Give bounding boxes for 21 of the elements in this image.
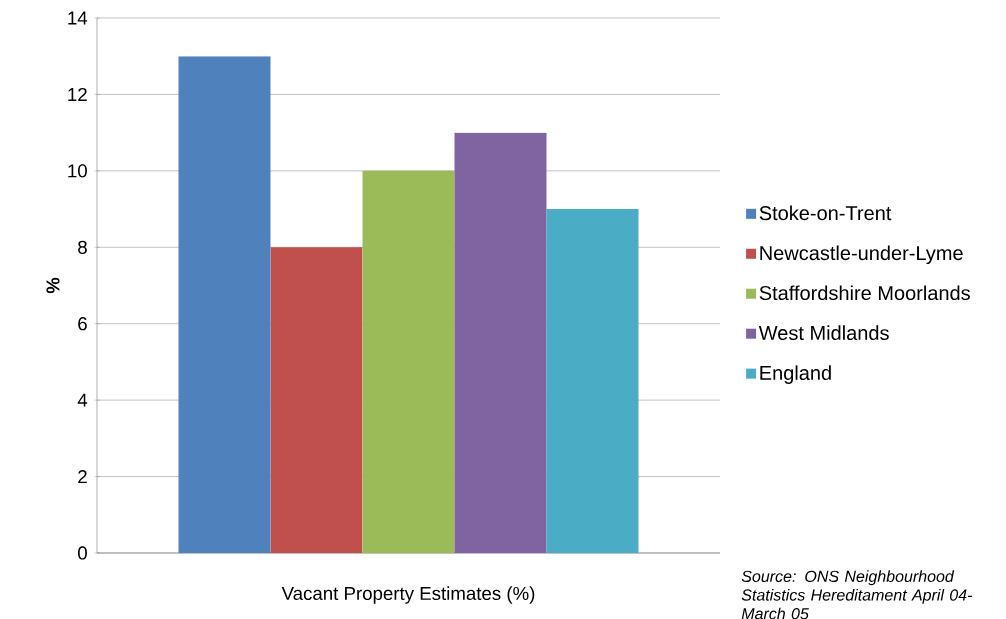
y-tick-label: 4 bbox=[77, 393, 88, 407]
legend-label: Staffordshire Moorlands bbox=[759, 285, 970, 300]
y-tick-label: 6 bbox=[78, 316, 87, 331]
legend-label: Stoke-on-Trent bbox=[759, 205, 892, 221]
bar bbox=[270, 247, 363, 553]
y-axis-title: % bbox=[46, 277, 60, 294]
y-tick-label: 14 bbox=[68, 11, 88, 25]
y-tick-label: 0 bbox=[78, 546, 87, 560]
x-tick-label: Vacant Property Estimates (%) bbox=[281, 586, 535, 604]
y-tick-label: 2 bbox=[78, 469, 87, 483]
y-tick-label: 12 bbox=[68, 87, 87, 101]
text: Source: ONS Neighbourhood Statistics Hereditament April 04-March 05 bbox=[741, 570, 973, 619]
legend-label: England bbox=[760, 365, 831, 384]
legend-label: West Midlands bbox=[758, 325, 889, 340]
bar bbox=[546, 208, 639, 553]
y-tick-label: 8 bbox=[78, 240, 87, 254]
legend-label: Newcastle-under-Lyme bbox=[760, 245, 963, 264]
bar bbox=[454, 132, 547, 553]
bar bbox=[178, 56, 271, 553]
bar bbox=[362, 170, 455, 553]
y-tick-label: 10 bbox=[68, 164, 87, 178]
